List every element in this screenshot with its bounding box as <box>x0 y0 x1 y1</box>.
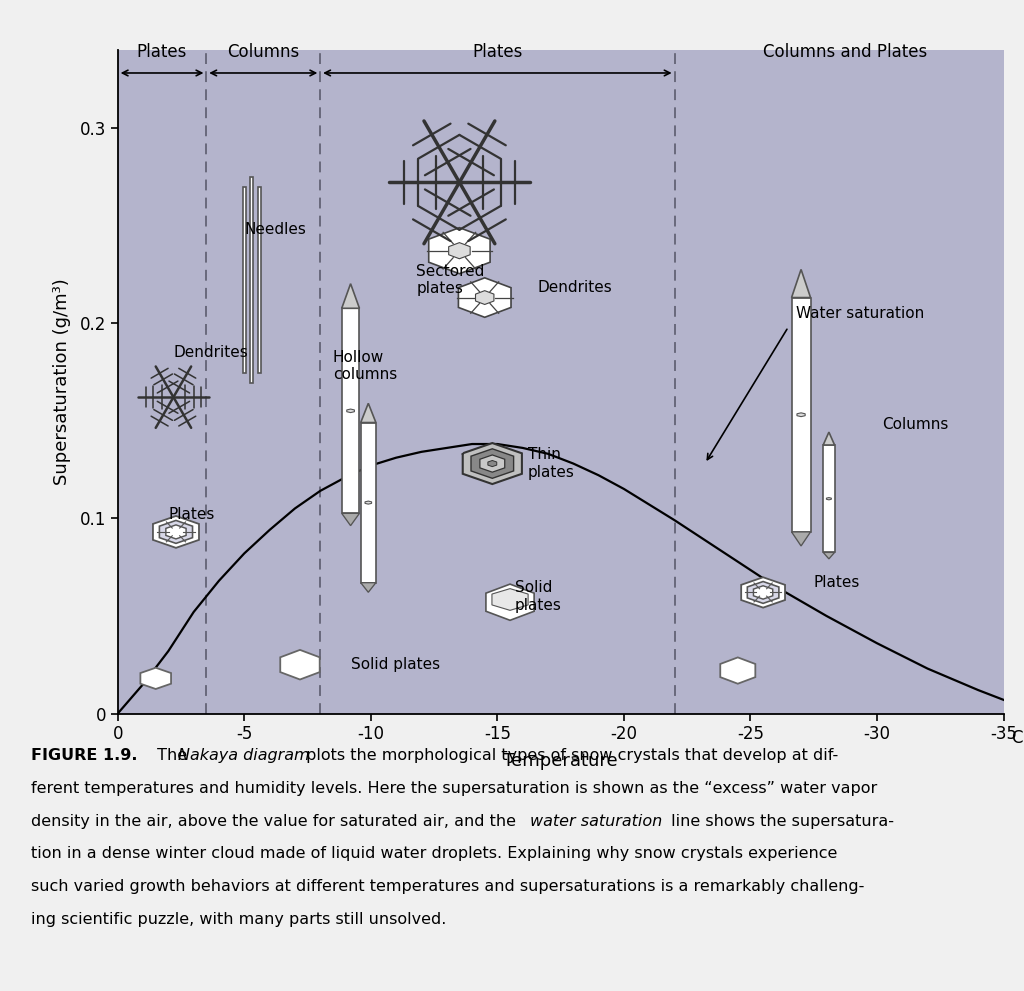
Polygon shape <box>823 432 835 445</box>
Polygon shape <box>258 187 261 373</box>
X-axis label: Temperature: Temperature <box>504 751 617 770</box>
Polygon shape <box>487 461 497 467</box>
Polygon shape <box>471 449 514 479</box>
Text: The: The <box>152 748 191 763</box>
Polygon shape <box>826 497 831 499</box>
Text: ing scientific puzzle, with many parts still unsolved.: ing scientific puzzle, with many parts s… <box>31 912 446 927</box>
Polygon shape <box>792 297 811 532</box>
Polygon shape <box>347 409 354 412</box>
Polygon shape <box>797 413 805 416</box>
Text: such varied growth behaviors at different temperatures and supersaturations is a: such varied growth behaviors at differen… <box>31 879 864 894</box>
Polygon shape <box>792 532 811 546</box>
Text: Plates: Plates <box>168 506 215 522</box>
Polygon shape <box>429 228 490 274</box>
Polygon shape <box>166 525 186 539</box>
Text: Water saturation: Water saturation <box>796 305 925 321</box>
Text: line shows the supersatura-: line shows the supersatura- <box>666 814 894 828</box>
Text: Solid
plates: Solid plates <box>515 580 562 612</box>
Y-axis label: Supersaturation (g/m³): Supersaturation (g/m³) <box>53 278 72 485</box>
Text: ferent temperatures and humidity levels. Here the supersaturation is shown as th: ferent temperatures and humidity levels.… <box>31 781 877 796</box>
Polygon shape <box>281 650 319 680</box>
Text: Thin
plates: Thin plates <box>527 447 574 480</box>
Polygon shape <box>365 501 372 504</box>
Polygon shape <box>360 403 376 422</box>
Text: Dendrites: Dendrites <box>538 280 612 295</box>
Polygon shape <box>480 455 505 472</box>
Text: Plates: Plates <box>814 575 860 591</box>
Text: Sectored
plates: Sectored plates <box>417 264 484 296</box>
Polygon shape <box>342 283 359 308</box>
Polygon shape <box>823 445 835 552</box>
Polygon shape <box>342 308 359 513</box>
Polygon shape <box>823 552 835 559</box>
Polygon shape <box>492 589 528 610</box>
Polygon shape <box>748 582 779 604</box>
Polygon shape <box>720 657 756 684</box>
Polygon shape <box>360 422 376 583</box>
Polygon shape <box>160 520 193 543</box>
Text: tion in a dense winter cloud made of liquid water droplets. Explaining why snow : tion in a dense winter cloud made of liq… <box>31 846 837 861</box>
Text: Plates: Plates <box>137 44 187 61</box>
Text: Dendrites: Dendrites <box>173 345 248 360</box>
Polygon shape <box>449 243 470 259</box>
Polygon shape <box>140 668 171 689</box>
Text: water saturation: water saturation <box>530 814 663 828</box>
Text: FIGURE 1.9.: FIGURE 1.9. <box>31 748 137 763</box>
Polygon shape <box>741 578 785 607</box>
Polygon shape <box>342 513 359 525</box>
Polygon shape <box>251 177 253 383</box>
Polygon shape <box>486 584 535 620</box>
Polygon shape <box>754 586 773 600</box>
Polygon shape <box>243 187 246 373</box>
Text: Columns: Columns <box>227 44 299 61</box>
Text: plots the morphological types of snow crystals that develop at dif-: plots the morphological types of snow cr… <box>301 748 839 763</box>
Polygon shape <box>360 583 376 593</box>
Text: Columns: Columns <box>882 417 948 432</box>
Text: density in the air, above the value for saturated air, and the: density in the air, above the value for … <box>31 814 521 828</box>
Text: Plates: Plates <box>472 44 522 61</box>
Text: Hollow
columns: Hollow columns <box>333 350 397 383</box>
Polygon shape <box>463 443 522 484</box>
Text: Needles: Needles <box>245 222 306 237</box>
Polygon shape <box>475 290 494 304</box>
Text: Columns and Plates: Columns and Plates <box>763 44 928 61</box>
Text: C°: C° <box>1011 729 1024 747</box>
Polygon shape <box>792 270 811 297</box>
Text: Nakaya diagram: Nakaya diagram <box>178 748 310 763</box>
Polygon shape <box>153 516 199 548</box>
Text: Solid plates: Solid plates <box>350 657 439 672</box>
Polygon shape <box>459 277 511 317</box>
